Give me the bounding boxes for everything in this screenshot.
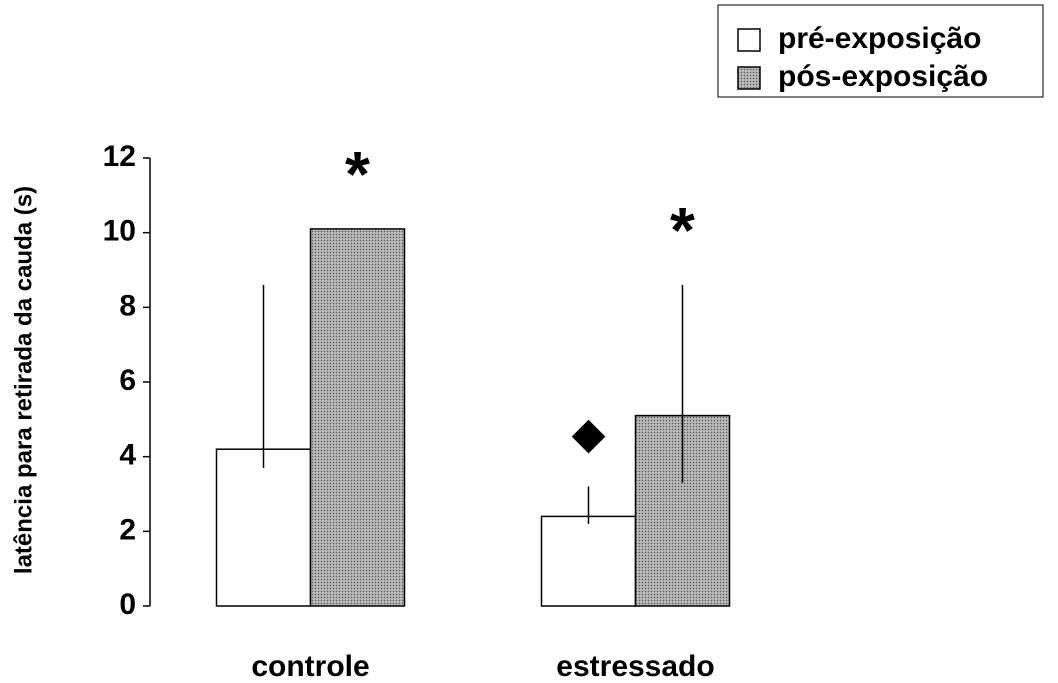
legend-label: pré-exposição (778, 22, 981, 55)
y-tick-label: 4 (119, 439, 136, 472)
bar (540, 515, 637, 607)
y-tick-label: 6 (119, 364, 136, 397)
bar (215, 448, 312, 607)
legend-swatch (737, 28, 761, 52)
y-tick-label: 0 (119, 588, 136, 621)
legend-label: pós-exposição (778, 60, 988, 93)
x-tick-label: controle (251, 650, 369, 683)
annotation: * (670, 194, 695, 266)
legend-frame (717, 4, 1044, 98)
annotation: ◆ (572, 409, 606, 458)
y-tick-label: 8 (119, 289, 136, 322)
x-tick-label: estressado (556, 650, 714, 683)
bar (309, 228, 406, 607)
y-tick-label: 2 (119, 513, 136, 546)
y-tick-label: 10 (103, 215, 136, 248)
annotation: * (345, 138, 370, 210)
legend-swatch (737, 66, 761, 90)
y-tick-label: 12 (103, 140, 136, 173)
y-axis-label: latência para retirada da cauda (s) (10, 186, 37, 574)
